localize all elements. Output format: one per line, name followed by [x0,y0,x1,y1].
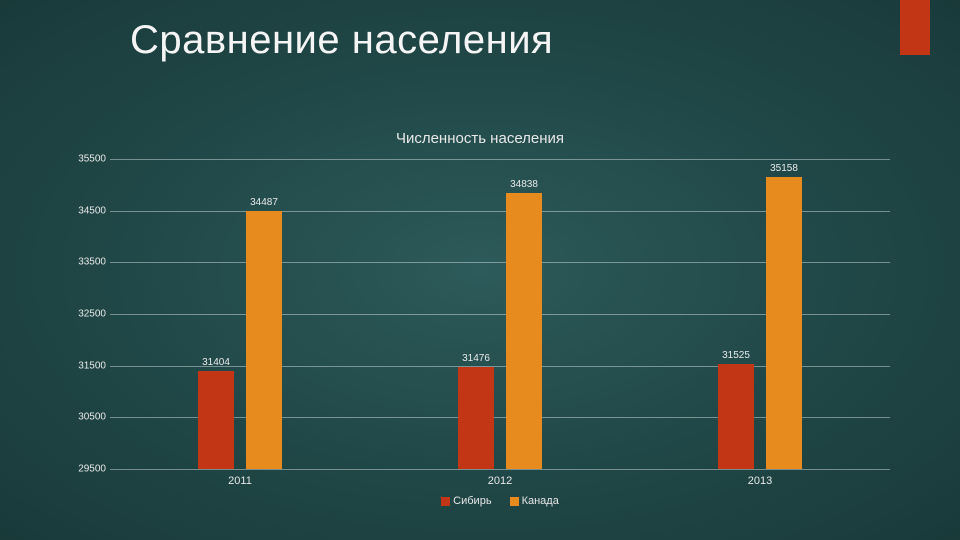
chart-legend-swatch [441,497,450,506]
chart-legend-item: Канада [510,495,559,507]
chart-x-label: 2011 [110,469,370,487]
chart-x-axis: 201120122013 [110,469,890,487]
chart-bar-value-label: 34838 [510,179,538,190]
chart-bar-group: 31476 34838 [370,159,630,469]
chart-bar-group: 31525 35158 [630,159,890,469]
chart-y-tick: 29500 [68,464,106,475]
chart-bar-value-label: 31404 [202,357,230,368]
chart-y-tick: 32500 [68,309,106,320]
chart-legend-label: Канада [522,495,559,507]
chart-title: Численность населения [70,130,890,147]
chart-bar: 34487 [246,211,282,469]
chart-bar: 31476 [458,367,494,469]
chart-legend-label: Сибирь [453,495,491,507]
chart-bar-value-label: 31476 [462,353,490,364]
chart-bar-value-label: 31525 [722,350,750,361]
slide-accent-bar [900,0,930,55]
chart-bar: 31525 [718,364,754,469]
chart-gridline [110,469,890,470]
chart-bar-value-label: 34487 [250,197,278,208]
population-chart: Численность населения 355003450033500325… [70,130,890,510]
page-title: Сравнение населения [0,0,960,63]
chart-y-tick: 31500 [68,360,106,371]
chart-y-tick: 30500 [68,412,106,423]
chart-legend-item: Сибирь [441,495,491,507]
chart-bar: 35158 [766,177,802,469]
chart-x-label: 2012 [370,469,630,487]
chart-y-tick: 33500 [68,257,106,268]
chart-plot-area: 35500345003350032500315003050029500 3140… [110,159,890,469]
chart-legend-swatch [510,497,519,506]
chart-y-tick: 35500 [68,154,106,165]
chart-x-label: 2013 [630,469,890,487]
chart-legend: Сибирь Канада [110,495,890,507]
chart-bar-value-label: 35158 [770,163,798,174]
chart-y-tick: 34500 [68,205,106,216]
chart-bar: 31404 [198,371,234,469]
chart-bar-group: 31404 34487 [110,159,370,469]
chart-bar: 34838 [506,193,542,469]
